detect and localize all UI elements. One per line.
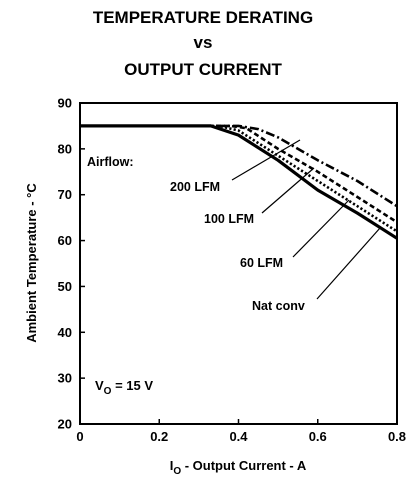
leader-nat-conv [316,227,381,300]
y-tick-label: 90 [58,96,72,111]
x-tick-label: 0.2 [150,429,168,444]
annotation-60-lfm: 60 LFM [240,256,283,270]
y-tick-label: 50 [58,279,72,294]
annotation-airflow: Airflow: [87,155,134,169]
vo-symbol: V [95,378,104,393]
x-axis-label-text: - Output Current - A [181,458,307,473]
leader-200-lfm [231,139,301,181]
y-tick-label: 80 [58,141,72,156]
x-tick-label: 0 [76,429,83,444]
vo-subscript: O [104,386,112,397]
y-tick-label: 70 [58,187,72,202]
leader-100-lfm [261,167,315,214]
axis-ticks [79,102,398,425]
x-axis-label: IO - Output Current - A [170,458,307,477]
x-tick-label: 0.4 [229,429,248,444]
chart-title-line-1: TEMPERATURE DERATING [92,8,314,27]
x-tick-label: 0.8 [388,429,406,444]
x-axis-label-subscript: O [173,466,181,477]
series-line-200-lfm [80,124,398,208]
annotation-vo: VO = 15 V [95,378,153,397]
y-tick-label: 30 [58,371,72,386]
y-tick-label: 60 [58,233,72,248]
y-tick-label: 40 [58,325,72,340]
annotation-200-lfm: 200 LFM [170,180,220,194]
x-axis-label-symbol: I [170,458,174,473]
annotation-100-lfm: 100 LFM [204,212,254,226]
chart-title-line-3: OUTPUT CURRENT [124,60,282,79]
plot-frame [79,102,398,425]
vo-value: = 15 V [111,378,153,393]
series-line-100-lfm [80,124,398,224]
series-line-60-lfm [80,124,398,233]
annotation-nat-conv: Nat conv [252,299,305,313]
axis-tick-labels: 20 30 40 50 60 70 80 90 0 0.2 0.4 0.6 0.8 [58,96,406,445]
chart-title-line-2: vs [193,33,213,52]
series-lines [80,124,398,240]
y-axis-label: Ambient Temperature - °C [24,183,39,343]
x-tick-label: 0.6 [309,429,327,444]
annotation-leader-lines [231,139,381,300]
leader-60-lfm [292,199,350,258]
y-tick-label: 20 [58,417,72,432]
